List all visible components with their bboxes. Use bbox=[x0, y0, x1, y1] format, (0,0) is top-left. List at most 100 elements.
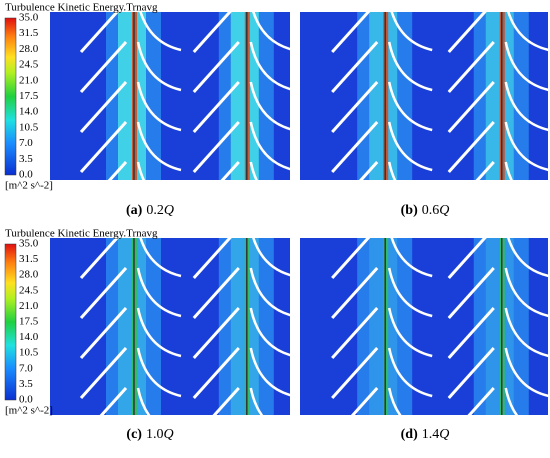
blade bbox=[107, 160, 128, 180]
blade bbox=[249, 161, 258, 180]
blade bbox=[504, 387, 519, 415]
blade bbox=[192, 266, 240, 320]
blade bbox=[192, 12, 232, 54]
colorbar-tick-label: 21.0 bbox=[19, 74, 39, 86]
blade bbox=[447, 12, 487, 54]
blade bbox=[390, 12, 433, 52]
caption: (b) 0.6Q bbox=[401, 203, 450, 218]
blade bbox=[79, 80, 128, 134]
blade bbox=[139, 238, 182, 278]
colorbar-unit: [m^2 s^-2] bbox=[5, 180, 53, 192]
contour-panel bbox=[50, 12, 290, 180]
blade bbox=[504, 41, 548, 92]
blade bbox=[331, 120, 379, 174]
colorbar-tick-label: 7.0 bbox=[19, 362, 33, 374]
colorbar-tick-label: 21.0 bbox=[19, 300, 39, 312]
colorbar-tick-label: 14.0 bbox=[19, 331, 39, 343]
contour-panel bbox=[50, 238, 290, 415]
blade bbox=[331, 306, 379, 360]
blade bbox=[507, 238, 548, 278]
blade bbox=[331, 346, 379, 400]
blade bbox=[331, 12, 371, 54]
blade bbox=[136, 307, 182, 358]
blade bbox=[507, 12, 548, 52]
colorbar-tick-label: 17.5 bbox=[19, 316, 39, 328]
blade bbox=[192, 306, 240, 360]
blade bbox=[192, 120, 240, 174]
blade bbox=[252, 12, 290, 51]
colorbar-tick-label: 10.5 bbox=[19, 347, 39, 359]
blade bbox=[249, 387, 264, 415]
blade bbox=[136, 41, 182, 92]
blade bbox=[504, 347, 548, 398]
blade bbox=[387, 307, 433, 358]
blade bbox=[390, 238, 433, 278]
blade bbox=[447, 80, 495, 134]
blade bbox=[447, 266, 495, 320]
blade bbox=[79, 238, 120, 280]
blade bbox=[447, 306, 495, 360]
colorbar bbox=[4, 17, 17, 176]
blade bbox=[249, 267, 290, 317]
blade bbox=[358, 160, 379, 180]
blade bbox=[249, 121, 290, 171]
colorbar-tick-label: 10.5 bbox=[19, 121, 39, 133]
blade bbox=[249, 307, 290, 357]
blade bbox=[79, 12, 120, 54]
blade bbox=[447, 238, 487, 280]
blade bbox=[387, 161, 397, 180]
blade bbox=[99, 386, 128, 415]
blade bbox=[79, 120, 128, 174]
colorbar-tick-label: 0.0 bbox=[19, 169, 33, 181]
colorbar-tick-label: 24.5 bbox=[19, 59, 39, 71]
blade bbox=[220, 160, 240, 180]
caption-value: 1.4 bbox=[422, 427, 440, 442]
blade bbox=[192, 238, 232, 280]
blade bbox=[475, 160, 495, 180]
blade bbox=[350, 386, 379, 415]
caption-letter: (d) bbox=[401, 427, 418, 442]
blade bbox=[192, 40, 240, 94]
blade bbox=[331, 238, 371, 280]
caption-variable: Q bbox=[163, 427, 173, 442]
caption: (c) 1.0Q bbox=[126, 427, 173, 442]
blade bbox=[331, 80, 379, 134]
blade bbox=[249, 347, 290, 397]
caption-letter: (a) bbox=[126, 203, 143, 218]
blade bbox=[252, 238, 290, 277]
caption: (d) 1.4Q bbox=[401, 427, 450, 442]
caption-variable: Q bbox=[439, 427, 449, 442]
blade bbox=[79, 266, 128, 320]
colorbar-title: Turbulence Kinetic Energy.Trnavg bbox=[5, 2, 158, 14]
caption-variable: Q bbox=[164, 203, 174, 218]
blade bbox=[192, 346, 240, 400]
blade bbox=[79, 306, 128, 360]
colorbar-unit: [m^2 s^-2] bbox=[5, 405, 53, 417]
colorbar-tick-label: 28.0 bbox=[19, 269, 39, 281]
colorbar-tick-label: 24.5 bbox=[19, 284, 39, 296]
blade bbox=[139, 12, 182, 52]
blade bbox=[249, 41, 290, 91]
blade bbox=[387, 387, 402, 415]
colorbar-tick-label: 17.5 bbox=[19, 90, 39, 102]
colorbar-tick-label: 28.0 bbox=[19, 43, 39, 55]
colorbar-tick-label: 14.0 bbox=[19, 106, 39, 118]
blade bbox=[136, 121, 182, 172]
blade bbox=[387, 267, 433, 318]
blade bbox=[504, 307, 548, 358]
blade bbox=[136, 81, 182, 132]
colorbar-tick-label: 31.5 bbox=[19, 27, 39, 39]
blade bbox=[504, 267, 548, 318]
blade bbox=[136, 161, 146, 180]
colorbar-tick-label: 3.5 bbox=[19, 378, 33, 390]
blade bbox=[79, 346, 128, 400]
blade bbox=[387, 347, 433, 398]
blade bbox=[387, 121, 433, 172]
blade bbox=[212, 386, 240, 415]
caption-variable: Q bbox=[439, 203, 449, 218]
blade bbox=[136, 387, 151, 415]
blade bbox=[331, 40, 379, 94]
contour-panel bbox=[300, 12, 548, 180]
blade bbox=[136, 347, 182, 398]
caption-letter: (c) bbox=[126, 427, 142, 442]
